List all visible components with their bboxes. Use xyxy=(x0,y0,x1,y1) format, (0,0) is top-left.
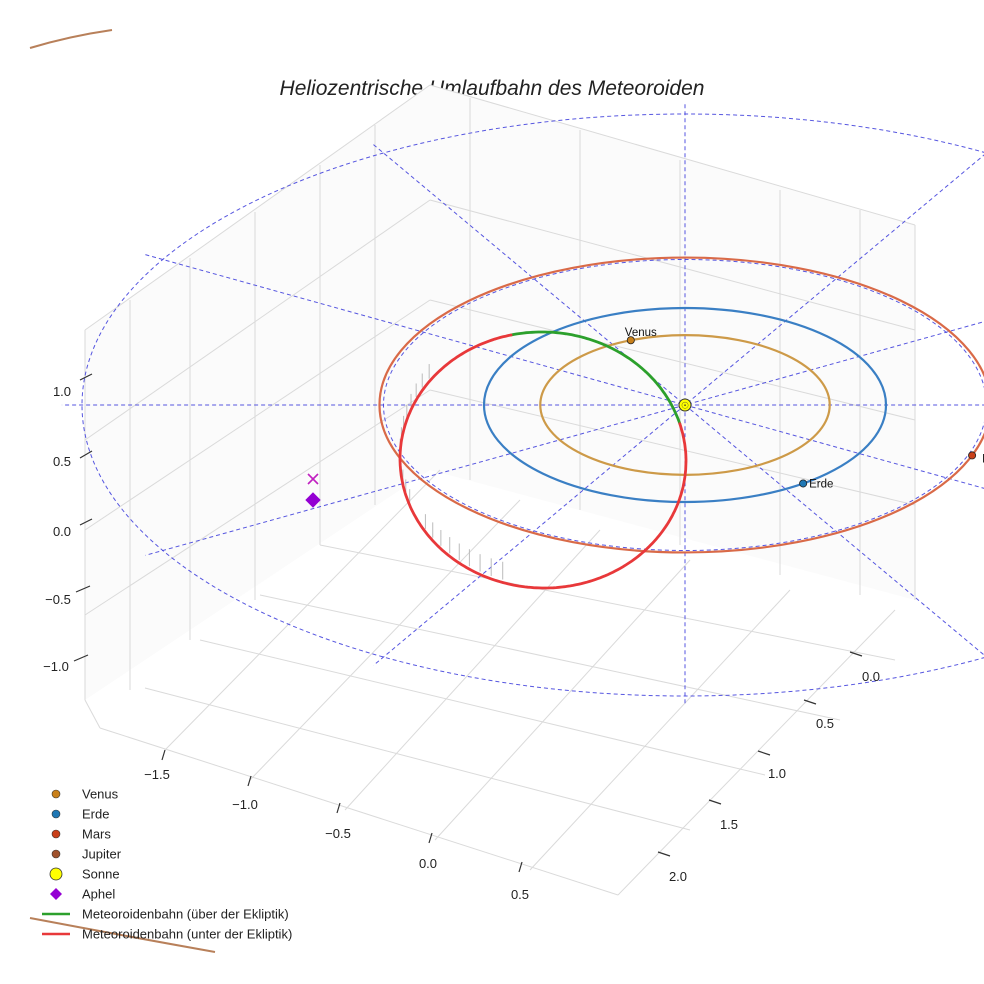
erde-marker xyxy=(799,479,808,488)
legend-label: Jupiter xyxy=(82,847,122,862)
z-tick-label: −0.5 xyxy=(45,592,71,607)
grid-line xyxy=(84,299,431,531)
grid-line xyxy=(84,699,101,729)
grid-line xyxy=(259,594,841,721)
legend-sun-icon xyxy=(49,867,63,881)
meteoroid-track-above xyxy=(509,330,682,426)
legend-label: Sonne xyxy=(82,867,120,882)
legend-diamond-icon xyxy=(50,888,62,900)
grid-line xyxy=(99,727,619,896)
legend-item: Venus xyxy=(51,787,119,802)
grid-line xyxy=(84,84,431,331)
legend-item: Erde xyxy=(51,807,109,822)
x-tick-label: 0.0 xyxy=(419,856,437,871)
grid-line xyxy=(164,469,441,751)
legend-label: Erde xyxy=(82,807,109,822)
tick-mark xyxy=(247,775,252,787)
grid-line xyxy=(84,199,431,441)
legend-label: Venus xyxy=(82,787,119,802)
tick-mark xyxy=(336,802,341,814)
grid-line xyxy=(429,299,916,421)
z-tick-label: −1.0 xyxy=(43,659,69,674)
legend-item: Sonne xyxy=(49,867,120,882)
tick-mark xyxy=(657,851,671,857)
z-tick-label: 0.5 xyxy=(53,454,71,469)
tick-mark xyxy=(75,585,91,593)
axis-ticks: 1.0 0.5 0.0 −0.5 −1.0 −1.5 −1.0 −0.5 0.0 0.5 0.0 0.… xyxy=(43,373,880,902)
legend-label: Meteoroidenbahn (über der Ekliptik) xyxy=(82,907,289,922)
erde-orbit xyxy=(482,306,888,504)
legend-item: Meteoroidenbahn (über der Ekliptik) xyxy=(42,907,289,922)
tick-mark xyxy=(79,450,93,459)
meteoroid-tracks xyxy=(398,330,688,590)
start-cross-marker xyxy=(307,473,319,485)
tick-mark xyxy=(79,373,93,381)
tick-mark xyxy=(518,861,523,873)
grid-line xyxy=(249,499,521,781)
axis-panes xyxy=(85,85,915,700)
legend-item: Mars xyxy=(51,827,111,842)
meteoroid-track-below xyxy=(398,333,688,590)
jupiter-orbit-arc xyxy=(29,29,113,49)
tick-mark xyxy=(849,651,863,657)
z-tick-label: 1.0 xyxy=(53,384,71,399)
legend-item: Aphel xyxy=(50,887,115,902)
grid-line xyxy=(434,559,691,841)
mars-label: Mars xyxy=(982,453,984,465)
bodies: ☉ Venus Erde Mars xyxy=(305,327,984,508)
x-tick-label: −0.5 xyxy=(325,826,351,841)
grid-line xyxy=(429,84,916,226)
legend: Venus Erde Mars Jupiter Sonne Aphel Meteoroide… xyxy=(42,787,292,942)
grid-line xyxy=(84,389,431,616)
y-tick-label: 0.5 xyxy=(816,716,834,731)
tick-mark xyxy=(428,832,433,844)
grid-line xyxy=(144,687,691,831)
chart-title: Heliozentrische Umlaufbahn des Meteoroid… xyxy=(280,77,705,100)
y-tick-label: 1.0 xyxy=(768,766,786,781)
legend-label: Meteoroidenbahn (unter der Ekliptik) xyxy=(82,927,292,942)
legend-item: Jupiter xyxy=(51,847,122,862)
legend-label: Aphel xyxy=(82,887,115,902)
grid-line xyxy=(529,589,791,871)
tick-mark xyxy=(73,654,89,662)
grid-line xyxy=(344,529,601,811)
legend-dot-icon xyxy=(51,789,61,799)
jupiter-orbit-arc xyxy=(29,917,216,953)
y-tick-label: 1.5 xyxy=(720,817,738,832)
venus-marker xyxy=(626,336,635,345)
tick-mark xyxy=(757,750,771,756)
erde-label: Erde xyxy=(809,478,833,490)
mars-orbit xyxy=(378,256,984,554)
grid-line xyxy=(319,544,896,661)
legend-dot-icon xyxy=(51,829,61,839)
x-tick-label: −1.0 xyxy=(232,797,258,812)
y-tick-label: 2.0 xyxy=(669,869,687,884)
x-tick-label: 0.5 xyxy=(511,887,529,902)
legend-dot-icon xyxy=(51,849,61,859)
tick-mark xyxy=(708,799,722,805)
legend-item: Meteoroidenbahn (unter der Ekliptik) xyxy=(42,927,292,942)
tick-mark xyxy=(161,749,166,761)
mars-marker xyxy=(968,451,977,460)
tick-mark xyxy=(79,518,93,526)
venus-label: Venus xyxy=(625,327,657,339)
legend-label: Mars xyxy=(82,827,111,842)
grid-line xyxy=(617,609,896,896)
sun-symbol: ☉ xyxy=(681,401,689,411)
tick-mark xyxy=(803,699,817,705)
x-tick-label: −1.5 xyxy=(144,767,170,782)
grid-line xyxy=(199,639,766,776)
axis-grid xyxy=(84,84,916,896)
aphel-marker xyxy=(305,492,321,508)
z-tick-label: 0.0 xyxy=(53,524,71,539)
legend-dot-icon xyxy=(51,809,61,819)
sun-marker xyxy=(678,398,692,412)
grid-line xyxy=(429,199,916,331)
jupiter-orbit-arcs xyxy=(29,29,216,953)
back-pane xyxy=(85,85,915,700)
y-tick-label: 0.0 xyxy=(862,669,880,684)
grid-line xyxy=(429,389,916,506)
